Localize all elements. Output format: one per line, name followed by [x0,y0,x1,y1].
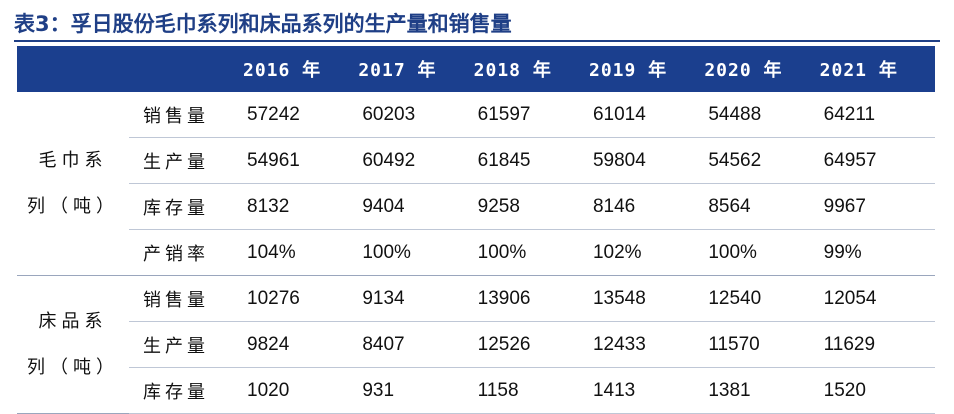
header-row: 2016 年 2017 年 2018 年 2019 年 2020 年 2021 … [17,46,935,92]
table-cell: 1413 [588,367,705,414]
table-cell: 59804 [588,137,705,184]
table-cell: 9824 [243,321,359,368]
table-cell: 11629 [819,321,935,368]
metric-label: 生产量 [129,137,243,184]
header-blank-cell [17,46,129,92]
table-cell: 54562 [704,137,820,184]
table-cell: 9404 [358,183,474,230]
metric-label: 销售量 [129,275,243,322]
table-cell: 931 [358,367,474,414]
group-label-line: 列（吨） [27,195,119,217]
table-row: 毛巾系 列（吨） 销售量 57242 60203 61597 61014 544… [17,92,935,276]
table-cell: 54961 [243,137,359,184]
table-cell: 61014 [588,92,705,138]
table-cell: 60203 [358,92,474,138]
table-cell: 60492 [358,137,474,184]
table-title: 表3：孚日股份毛巾系列和床品系列的生产量和销售量 [14,12,512,36]
table-cell: 11570 [704,321,820,368]
metric-label: 库存量 [129,183,243,230]
table-cell: 8564 [704,183,820,230]
header-year-2017: 2017 年 [358,46,474,92]
table-cell: 100% [704,229,820,276]
table-row: 生产量 9824 8407 12526 12433 11570 11629 [17,321,935,368]
table-cell: 9134 [358,275,474,322]
group-label-line: 床品系 [38,310,108,332]
table-cell: 13906 [473,275,589,322]
table-cell: 12540 [704,275,820,322]
table-cell: 64211 [819,92,935,138]
table-row: 生产量 54961 60492 61845 59804 54562 64957 [17,137,935,184]
table-cell: 100% [473,229,589,276]
group-label-towel: 毛巾系 列（吨） [17,92,129,276]
table-cell: 64957 [819,137,935,184]
table-cell: 12526 [473,321,589,368]
table-cell: 8407 [358,321,474,368]
table-cell: 57242 [243,92,359,138]
metric-label: 生产量 [129,321,243,368]
table-cell: 1158 [473,367,589,414]
metric-label: 销售量 [129,92,243,138]
table-cell: 100% [358,229,474,276]
table-row: 库存量 8132 9404 9258 8146 8564 9967 [17,183,935,230]
title-divider [14,40,940,42]
table-cell: 99% [819,229,935,276]
table-cell: 104% [243,229,359,276]
table-row: 床品系 列（吨） 销售量 10276 9134 13906 13548 1254… [17,275,935,414]
table-cell: 8146 [588,183,705,230]
header-blank-cell [129,46,243,92]
group-label-line: 列（吨） [27,356,119,378]
group-label-bedding: 床品系 列（吨） [17,275,129,414]
table-cell: 8132 [243,183,359,230]
table-row: 库存量 1020 931 1158 1413 1381 1520 [17,367,935,414]
production-sales-table: 2016 年 2017 年 2018 年 2019 年 2020 年 2021 … [17,46,935,414]
header-year-2019: 2019 年 [588,46,705,92]
table-cell: 102% [588,229,705,276]
table-cell: 1520 [819,367,935,414]
table-cell: 9258 [473,183,589,230]
table-cell: 12433 [588,321,705,368]
header-year-2020: 2020 年 [704,46,820,92]
header-year-2021: 2021 年 [819,46,935,92]
metric-label: 库存量 [129,367,243,414]
table-cell: 1020 [243,367,359,414]
table-row: 产销率 104% 100% 100% 102% 100% 99% [17,229,935,276]
table-cell: 61597 [473,92,589,138]
table-cell: 10276 [243,275,359,322]
header-year-2018: 2018 年 [473,46,589,92]
table-cell: 54488 [704,92,820,138]
table-cell: 9967 [819,183,935,230]
table-cell: 12054 [819,275,935,322]
header-year-2016: 2016 年 [243,46,359,92]
page: 表3：孚日股份毛巾系列和床品系列的生产量和销售量 2016 年 2017 年 2… [14,12,940,414]
group-label-line: 毛巾系 [38,149,108,171]
table-cell: 13548 [588,275,705,322]
table-cell: 1381 [704,367,820,414]
metric-label: 产销率 [129,229,243,276]
table-cell: 61845 [473,137,589,184]
